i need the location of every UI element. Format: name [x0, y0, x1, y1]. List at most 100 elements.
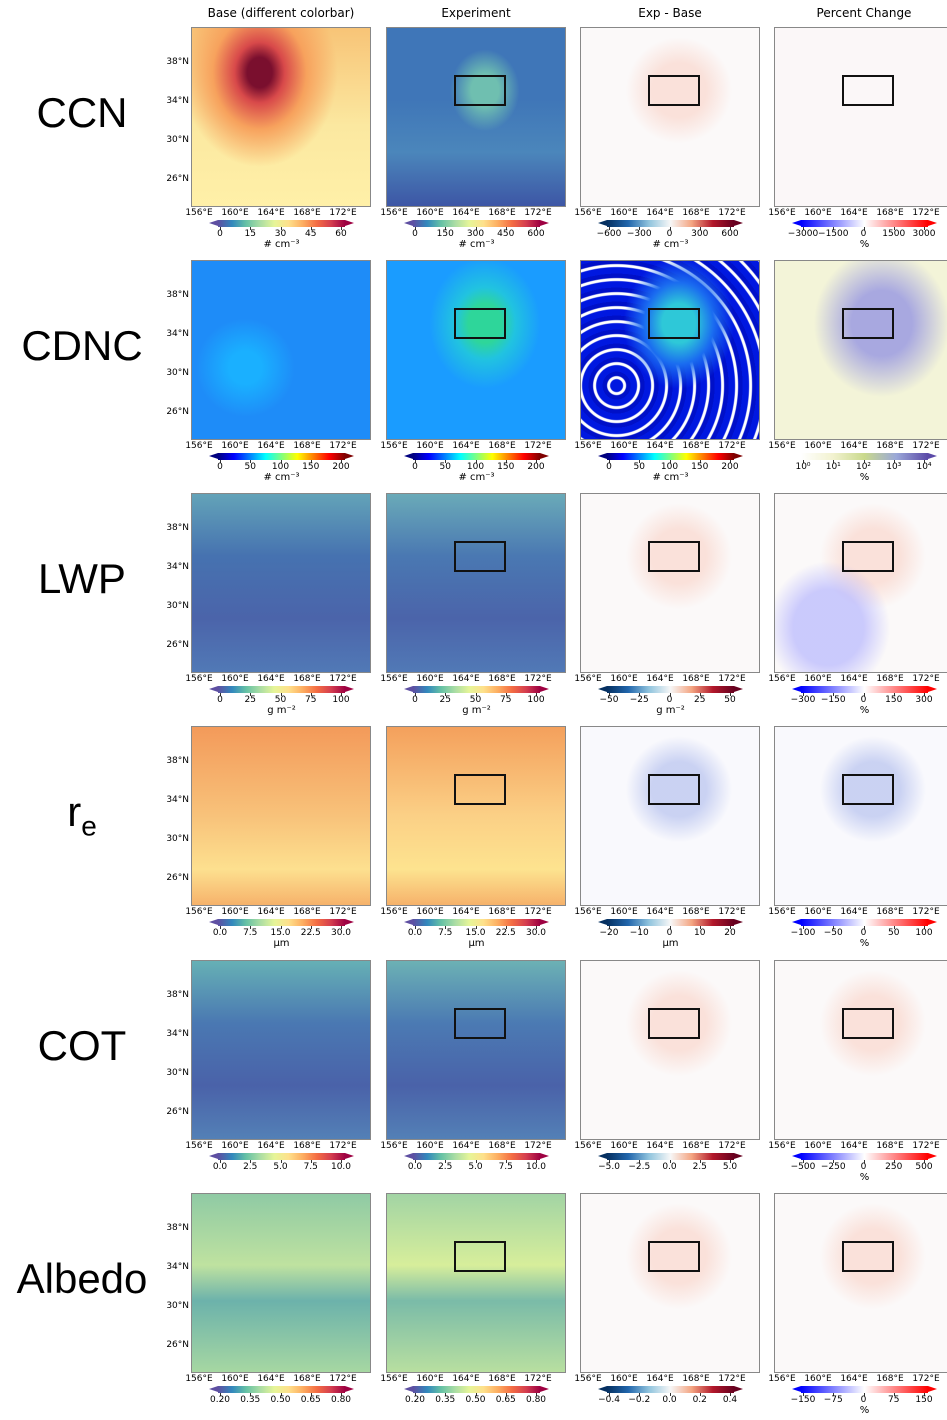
colorbar-arrow-left: [598, 220, 607, 226]
colorbar-tick-label: 2.5: [243, 1162, 258, 1172]
colorbar-tick: [220, 1160, 221, 1163]
colorbar-tick-label: 0.65: [495, 1395, 516, 1405]
colorbar-tick: [924, 926, 925, 929]
row-label-text: COT: [37, 1022, 127, 1069]
lon-tick-label: 156°E: [574, 208, 602, 218]
colorbar-tick: [415, 227, 416, 230]
colorbar-tick: [893, 1160, 895, 1163]
colorbar-tick: [280, 693, 282, 696]
colorbar-unit: # cm⁻³: [458, 472, 495, 483]
colorbar-tick-label: 0: [860, 1162, 867, 1172]
lon-tick-label: 172°E: [524, 674, 552, 684]
colorbar-tick: [833, 1160, 835, 1163]
colorbar-tick: [475, 227, 477, 230]
colorbar-unit: %: [859, 938, 870, 949]
lon-tick-label: 156°E: [574, 1141, 602, 1151]
colorbar-tick: [445, 460, 447, 463]
colorbar-tick-label: 50: [244, 462, 256, 472]
colorbar-tick-label: 0: [860, 229, 867, 239]
colorbar-tick-label: −50: [823, 928, 843, 938]
colorbar-tick-label: 10⁰: [795, 462, 811, 472]
colorbar-arrow-right: [345, 220, 354, 226]
lon-tick-label: 172°E: [524, 441, 552, 451]
colorbar-tick-label: 0.0: [212, 1162, 228, 1172]
colorbar-tick: [609, 460, 610, 463]
colorbar-tick: [699, 1160, 701, 1163]
colorbar-tick-label: 0.0: [662, 1162, 677, 1172]
lon-tick-label: 160°E: [610, 674, 638, 684]
lon-tick-label: 160°E: [804, 441, 832, 451]
colorbar-tick: [803, 926, 804, 929]
colorbar: [413, 453, 540, 460]
colorbar-unit: g m⁻²: [656, 705, 685, 716]
lat-tick-label: 38°N: [166, 756, 189, 766]
lon-tick-label: 168°E: [876, 1141, 904, 1151]
lon-tick-label: 160°E: [416, 208, 444, 218]
colorbar-tick-label: −250: [820, 1162, 846, 1172]
colorbar-arrow-left: [792, 1386, 801, 1392]
colorbar-tick: [445, 227, 447, 230]
colorbar-tick-label: 5.0: [273, 1162, 288, 1172]
colorbar-arrow-left: [209, 686, 218, 692]
lat-tick-label: 38°N: [166, 1223, 189, 1233]
colorbar-arrow-left: [792, 1153, 801, 1159]
colorbar-tick-label: 50: [724, 695, 736, 705]
colorbar-tick: [803, 1160, 804, 1163]
colorbar-tick-label: 10³: [886, 462, 902, 472]
colorbar-tick-label: 0: [217, 462, 223, 472]
lat-tick-label: 30°N: [166, 601, 189, 611]
colorbar-tick: [280, 926, 282, 929]
lon-tick-label: 164°E: [452, 441, 480, 451]
lon-tick-label: 156°E: [380, 441, 408, 451]
colorbar-tick-label: 0: [666, 695, 673, 705]
lon-tick-label: 168°E: [682, 208, 710, 218]
lon-tick-label: 160°E: [804, 674, 832, 684]
colorbar-tick-label: 0: [217, 229, 223, 239]
colorbar-tick-label: 0: [217, 695, 223, 705]
lat-tick-label: 26°N: [166, 407, 189, 417]
lon-tick-label: 156°E: [185, 441, 213, 451]
colorbar-tick-label: 15.0: [465, 928, 486, 938]
lon-tick-label: 164°E: [646, 1374, 674, 1384]
colorbar-arrow-left: [209, 220, 218, 226]
colorbar-tick-label: 150: [497, 462, 515, 472]
lon-tick-label: 172°E: [912, 907, 940, 917]
map-panel: [580, 960, 760, 1140]
colorbar-tick-label: 1500: [882, 229, 906, 239]
lon-tick-label: 172°E: [329, 1141, 357, 1151]
lon-tick-label: 168°E: [488, 674, 516, 684]
lat-tick-label: 26°N: [166, 640, 189, 650]
colorbar-tick: [730, 1160, 731, 1163]
lon-tick-label: 172°E: [329, 1374, 357, 1384]
colorbar-tick-label: 10¹: [825, 462, 841, 472]
colorbar-tick: [730, 926, 731, 929]
colorbar-tick-label: −0.2: [628, 1395, 651, 1405]
colorbar-tick: [893, 926, 895, 929]
lon-tick-label: 156°E: [380, 907, 408, 917]
colorbar-tick: [924, 1393, 925, 1396]
colorbar-arrow-left: [209, 1386, 218, 1392]
colorbar-tick: [250, 1160, 252, 1163]
map-panel: [774, 1193, 947, 1373]
column-header: Exp - Base: [638, 6, 702, 20]
colorbar-arrow-right: [540, 453, 549, 459]
colorbar-unit: %: [859, 705, 870, 716]
region-box: [648, 308, 700, 339]
lon-tick-label: 164°E: [257, 907, 285, 917]
map-panel: [774, 493, 947, 673]
colorbar-tick: [445, 926, 447, 929]
colorbar-tick-label: 0: [860, 695, 867, 705]
colorbar-tick: [893, 1393, 895, 1396]
colorbar-tick-label: 150: [691, 462, 709, 472]
lat-tick-label: 34°N: [166, 795, 189, 805]
lat-tick-label: 30°N: [166, 834, 189, 844]
colorbar: [801, 686, 928, 693]
lon-tick-label: 168°E: [682, 441, 710, 451]
colorbar-tick: [310, 460, 312, 463]
colorbar-tick-label: 0.20: [209, 1395, 231, 1405]
colorbar-tick-label: 0.65: [300, 1395, 321, 1405]
lon-tick-label: 172°E: [329, 208, 357, 218]
lon-tick-label: 168°E: [682, 1374, 710, 1384]
map-panel: [386, 27, 566, 207]
colorbar: [607, 686, 734, 693]
